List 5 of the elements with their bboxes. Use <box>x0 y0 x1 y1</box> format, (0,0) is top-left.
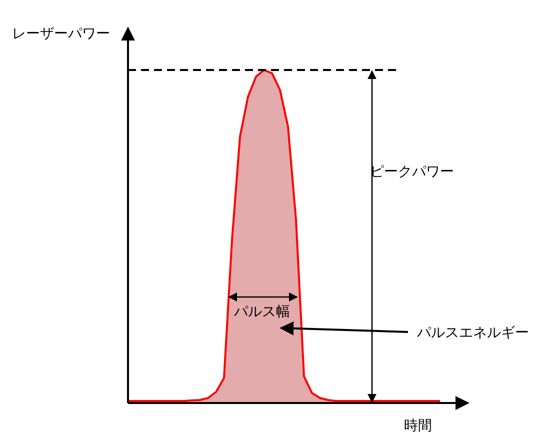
annotation: パルスエネルギー <box>416 325 529 341</box>
x-axis-title: 時間 <box>404 418 432 434</box>
y-axis-title: レーザーパワー <box>12 26 110 42</box>
annotation: パルス幅 <box>233 304 290 320</box>
annotation: ピークパワー <box>370 164 454 180</box>
